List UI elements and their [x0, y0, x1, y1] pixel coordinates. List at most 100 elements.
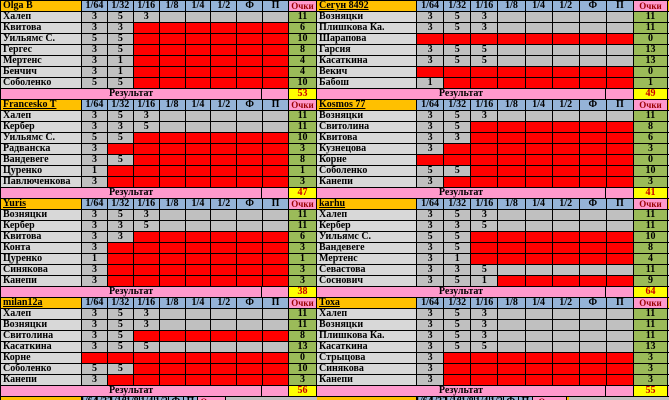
eliminated-cell[interactable]	[159, 243, 186, 254]
score-cell[interactable]: 3	[444, 133, 472, 144]
eliminated-cell[interactable]	[552, 78, 580, 89]
empty-round-cell[interactable]	[237, 12, 264, 23]
eliminated-cell[interactable]	[185, 265, 212, 276]
player-name-cell[interactable]: Возняцки	[1, 320, 82, 331]
player-name-cell[interactable]: Синякова	[317, 364, 417, 375]
eliminated-cell[interactable]	[444, 375, 472, 386]
round-header-cell[interactable]: П	[606, 199, 634, 210]
eliminated-cell[interactable]	[606, 144, 634, 155]
score-cell[interactable]: 5	[82, 34, 108, 45]
round-header-cell[interactable]: П	[606, 100, 634, 111]
eliminated-cell[interactable]	[606, 155, 634, 166]
eliminated-cell[interactable]	[159, 364, 186, 375]
eliminated-cell[interactable]	[263, 78, 289, 89]
eliminated-cell[interactable]	[471, 254, 499, 265]
score-cell[interactable]: 1	[107, 56, 134, 67]
round-header-cell[interactable]: П	[263, 1, 289, 12]
round-header-cell[interactable]: 1/16	[471, 1, 499, 12]
points-header-cell[interactable]: Очки	[634, 1, 668, 12]
points-cell[interactable]: 11	[289, 111, 317, 122]
empty-round-cell[interactable]	[606, 331, 634, 342]
empty-round-cell[interactable]	[579, 331, 607, 342]
eliminated-cell[interactable]	[417, 67, 445, 78]
round-header-cell[interactable]: Ф	[579, 1, 607, 12]
score-cell[interactable]: 3	[82, 232, 108, 243]
score-cell[interactable]: 3	[82, 221, 108, 232]
empty-round-cell[interactable]	[211, 12, 238, 23]
eliminated-cell[interactable]	[185, 23, 212, 34]
eliminated-cell[interactable]	[237, 243, 264, 254]
player-name-cell[interactable]: Стрыцова	[317, 353, 417, 364]
result-value-cell[interactable]: 38	[289, 287, 317, 298]
empty-round-cell[interactable]	[552, 320, 580, 331]
result-empty-cell[interactable]	[606, 89, 634, 100]
eliminated-cell[interactable]	[606, 232, 634, 243]
score-cell[interactable]: 3	[417, 122, 445, 133]
points-cell[interactable]: 8	[289, 331, 317, 342]
round-header-cell[interactable]: 1/4	[525, 298, 553, 309]
player-name-cell[interactable]: Мертенс	[317, 254, 417, 265]
empty-round-cell[interactable]	[552, 221, 580, 232]
eliminated-cell[interactable]	[159, 276, 186, 287]
round-header-cell[interactable]: 1/32	[96, 397, 112, 400]
eliminated-cell[interactable]	[471, 67, 499, 78]
eliminated-cell[interactable]	[579, 254, 607, 265]
empty-round-cell[interactable]	[211, 309, 238, 320]
result-value-cell[interactable]: 53	[289, 89, 317, 100]
round-header-cell[interactable]: 1/4	[185, 298, 212, 309]
empty-round-cell[interactable]	[237, 122, 264, 133]
eliminated-cell[interactable]	[237, 254, 264, 265]
empty-round-cell[interactable]	[211, 111, 238, 122]
points-cell[interactable]: 13	[634, 56, 668, 67]
eliminated-cell[interactable]	[133, 364, 160, 375]
eliminated-cell[interactable]	[471, 78, 499, 89]
round-header-cell[interactable]: П	[263, 100, 289, 111]
eliminated-cell[interactable]	[107, 166, 134, 177]
score-cell[interactable]: 3	[417, 23, 445, 34]
eliminated-cell[interactable]	[606, 353, 634, 364]
round-header-cell[interactable]: Ф	[579, 298, 607, 309]
player-name-cell[interactable]: Халеп	[317, 210, 417, 221]
score-cell[interactable]: 5	[417, 232, 445, 243]
empty-round-cell[interactable]	[498, 111, 526, 122]
empty-round-cell[interactable]	[552, 210, 580, 221]
score-cell[interactable]: 3	[82, 243, 108, 254]
eliminated-cell[interactable]	[237, 23, 264, 34]
empty-round-cell[interactable]	[525, 56, 553, 67]
player-name-cell[interactable]: Уильямс С.	[317, 232, 417, 243]
round-header-cell[interactable]: 1/8	[498, 1, 526, 12]
points-cell[interactable]: 10	[289, 78, 317, 89]
eliminated-cell[interactable]	[133, 254, 160, 265]
score-cell[interactable]: 5	[82, 133, 108, 144]
empty-round-cell[interactable]	[606, 265, 634, 276]
eliminated-cell[interactable]	[579, 375, 607, 386]
points-cell[interactable]: 0	[289, 353, 317, 364]
points-cell[interactable]: 11	[289, 122, 317, 133]
result-empty-cell[interactable]	[262, 386, 289, 397]
eliminated-cell[interactable]	[237, 265, 264, 276]
score-cell[interactable]: 3	[133, 309, 160, 320]
round-header-cell[interactable]: 1/8	[498, 199, 526, 210]
eliminated-cell[interactable]	[263, 155, 289, 166]
eliminated-cell[interactable]	[263, 177, 289, 188]
points-cell[interactable]: 13	[634, 342, 668, 353]
eliminated-cell[interactable]	[606, 276, 634, 287]
points-cell[interactable]: 10	[289, 133, 317, 144]
eliminated-cell[interactable]	[211, 177, 238, 188]
score-cell[interactable]: 3	[82, 45, 108, 56]
score-cell[interactable]: 3	[82, 265, 108, 276]
eliminated-cell[interactable]	[211, 331, 238, 342]
eliminated-cell[interactable]	[579, 353, 607, 364]
eliminated-cell[interactable]	[211, 232, 238, 243]
eliminated-cell[interactable]	[498, 67, 526, 78]
eliminated-cell[interactable]	[606, 133, 634, 144]
score-cell[interactable]: 5	[471, 45, 499, 56]
eliminated-cell[interactable]	[525, 254, 553, 265]
player-name-cell[interactable]: Цуренко	[1, 254, 82, 265]
eliminated-cell[interactable]	[606, 375, 634, 386]
eliminated-cell[interactable]	[159, 166, 186, 177]
eliminated-cell[interactable]	[471, 155, 499, 166]
score-cell[interactable]: 5	[133, 342, 160, 353]
score-cell[interactable]: 5	[107, 364, 134, 375]
eliminated-cell[interactable]	[525, 144, 553, 155]
